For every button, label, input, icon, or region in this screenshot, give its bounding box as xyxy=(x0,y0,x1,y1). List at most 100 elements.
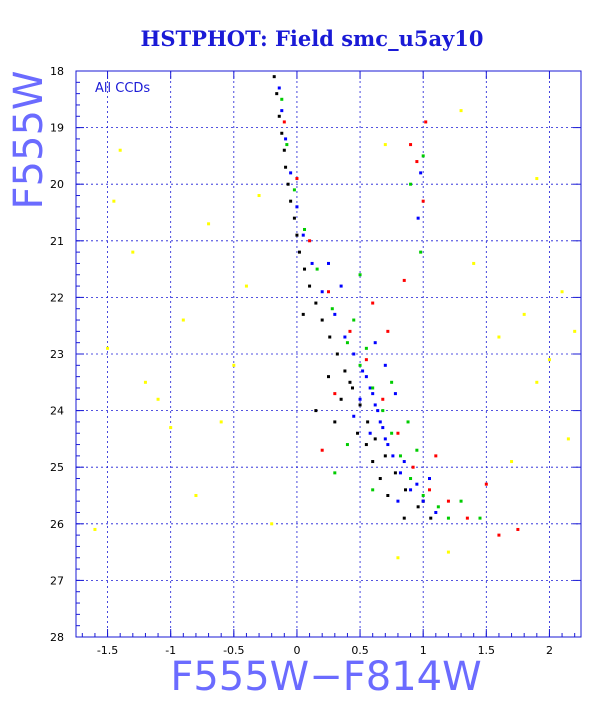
data-point xyxy=(434,510,438,514)
data-point xyxy=(398,454,402,458)
data-point xyxy=(272,75,276,79)
data-point xyxy=(404,488,408,492)
data-point xyxy=(308,239,312,243)
data-point xyxy=(356,431,360,435)
data-point xyxy=(371,488,375,492)
data-point xyxy=(284,137,288,141)
y-tick-label: 28 xyxy=(50,631,64,644)
data-point xyxy=(282,120,286,124)
data-point xyxy=(371,392,375,396)
data-point xyxy=(396,431,400,435)
data-point xyxy=(289,171,293,175)
data-point xyxy=(416,216,420,220)
data-point xyxy=(386,443,390,447)
data-point xyxy=(409,477,413,481)
data-point xyxy=(419,171,423,175)
data-point xyxy=(364,346,368,350)
data-point xyxy=(465,516,469,520)
data-point xyxy=(381,409,385,413)
data-point xyxy=(297,250,301,254)
chart-title: HSTPHOT: Field smc_u5ay10 xyxy=(141,26,484,51)
data-point xyxy=(459,109,463,113)
data-point xyxy=(358,403,362,407)
data-point xyxy=(373,437,377,441)
data-point xyxy=(352,414,356,418)
data-point xyxy=(343,335,347,339)
data-point xyxy=(219,420,223,424)
data-point xyxy=(333,392,337,396)
data-point xyxy=(361,369,365,373)
data-point xyxy=(415,482,419,486)
x-tick-label: 0.5 xyxy=(351,644,369,657)
data-point xyxy=(547,358,551,362)
data-point xyxy=(378,420,382,424)
data-point xyxy=(376,409,380,413)
data-point xyxy=(428,488,431,492)
data-point xyxy=(156,397,160,401)
data-point xyxy=(373,341,377,345)
data-point xyxy=(232,363,236,367)
data-point xyxy=(510,460,514,464)
x-tick-label: -0.5 xyxy=(223,644,244,657)
data-point xyxy=(308,284,312,288)
data-point xyxy=(352,318,356,322)
data-point xyxy=(310,261,314,265)
data-point xyxy=(280,97,284,101)
data-point xyxy=(373,403,377,407)
data-point xyxy=(386,329,390,333)
data-point xyxy=(391,454,395,458)
data-point xyxy=(421,154,425,158)
data-point xyxy=(366,420,370,424)
data-point xyxy=(386,494,390,497)
data-point xyxy=(434,454,438,458)
data-point xyxy=(497,533,501,537)
data-point xyxy=(364,375,368,379)
axis-ticks: -1.5 -1 -0.5 0 0.5 1 1.5 2 18 19 20 21 22 23 24 25 26 27 2… xyxy=(50,65,581,657)
y-tick-label: 24 xyxy=(50,405,64,418)
data-point xyxy=(327,261,330,265)
data-point xyxy=(406,420,410,424)
data-point xyxy=(327,290,330,294)
data-point xyxy=(143,380,147,384)
data-point xyxy=(352,352,356,356)
data-point xyxy=(314,301,318,305)
data-point xyxy=(381,397,385,401)
data-point xyxy=(315,267,319,271)
data-point xyxy=(383,437,387,441)
data-point xyxy=(472,261,476,265)
data-point xyxy=(516,527,520,531)
data-point xyxy=(292,216,296,220)
data-point xyxy=(428,477,431,481)
data-point xyxy=(409,488,413,492)
data-point xyxy=(131,250,135,254)
data-point xyxy=(295,177,299,181)
ccd-annotation: All CCDs xyxy=(95,81,150,96)
data-point xyxy=(106,346,110,350)
data-point xyxy=(371,460,375,464)
x-tick-label: 1.5 xyxy=(478,644,496,657)
data-point xyxy=(364,358,368,362)
data-point xyxy=(282,148,286,152)
data-point xyxy=(292,188,296,192)
data-point xyxy=(112,199,116,203)
data-point xyxy=(335,352,339,356)
data-point xyxy=(478,516,482,520)
data-point xyxy=(277,86,281,90)
data-point xyxy=(378,477,382,481)
data-point xyxy=(402,516,406,520)
data-point xyxy=(393,392,397,396)
y-tick-label: 20 xyxy=(50,178,64,191)
y-tick-label: 19 xyxy=(50,122,64,135)
data-point xyxy=(244,284,248,288)
data-point xyxy=(371,301,375,305)
data-point xyxy=(421,494,425,497)
data-point xyxy=(402,460,406,464)
data-point xyxy=(358,397,362,401)
data-point xyxy=(303,227,307,231)
data-point xyxy=(320,448,324,452)
data-point xyxy=(339,284,343,288)
data-point xyxy=(284,165,288,169)
data-point xyxy=(573,329,577,333)
grid-lines xyxy=(76,70,581,638)
data-point xyxy=(280,131,284,135)
